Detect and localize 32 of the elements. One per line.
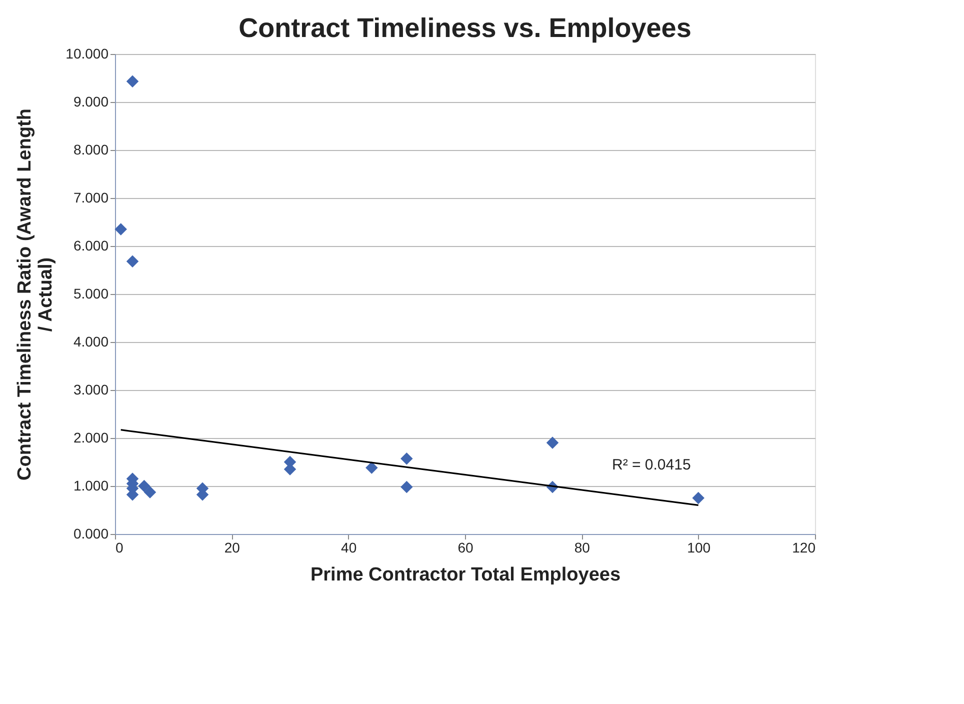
point [144,486,156,498]
x-tick-label: 80 [574,540,590,556]
point [138,480,150,492]
y-tick-label: 10.000 [66,46,109,62]
y-tick-label: 1.000 [73,478,109,494]
y-tick-label: 4.000 [73,334,109,350]
y-tick-label: 7.000 [73,190,109,206]
y-tick-label: 0.000 [73,526,109,542]
y-tick-label: 3.000 [73,382,109,398]
point [400,480,413,494]
y-tick-label: 2.000 [73,430,109,446]
y-tick-label: 8.000 [73,142,109,158]
y-tick-label: 6.000 [73,238,109,254]
x-tick-label: 100 [687,540,711,556]
x-axis-title: Prime Contractor Total Employees [310,564,621,586]
x-tick-label: 60 [458,540,474,556]
point [366,462,378,474]
point [400,452,413,465]
x-tick-label: 120 [792,540,816,556]
y-axis-title: Contract Timeliness Ratio (Award Length / Actual) [14,108,57,480]
point [114,223,127,236]
x-tick-label: 40 [341,540,357,556]
annotation: R² = 0.0415 [612,456,691,474]
point [126,255,139,268]
x-tick-label: 0 [116,540,124,556]
point [692,492,704,504]
point [126,75,139,88]
y-tick-label: 5.000 [73,286,109,302]
y-tick-label: 9.000 [73,94,109,110]
chart-title: Contract Timeliness vs. Employees [238,13,692,43]
point [546,436,559,449]
x-tick-label: 20 [224,540,240,556]
